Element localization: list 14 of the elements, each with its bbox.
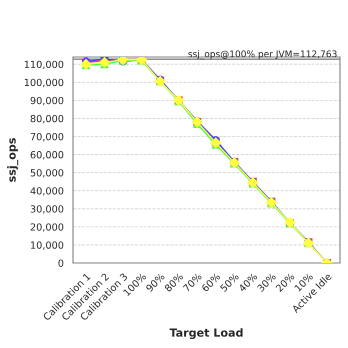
y-tick-label: 80,000 <box>30 114 64 124</box>
y-tick-label: 110,000 <box>24 60 64 70</box>
y-axis-title: ssj_ops <box>7 138 18 182</box>
y-tick-label: 70,000 <box>30 132 64 142</box>
x-axis-title: Target Load <box>170 328 243 340</box>
y-tick-label: 60,000 <box>30 151 64 160</box>
y-tick-label: 30,000 <box>30 205 64 214</box>
y-tick-label: 10,000 <box>31 241 64 250</box>
y-tick-label: 40,000 <box>30 187 64 196</box>
y-tick-label: 0 <box>58 259 64 267</box>
y-tick-label: 50,000 <box>30 169 64 178</box>
y-tick-label: 90,000 <box>30 96 64 106</box>
y-tick-label: 100,000 <box>24 78 64 88</box>
y-tick-label: 20,000 <box>30 223 64 232</box>
